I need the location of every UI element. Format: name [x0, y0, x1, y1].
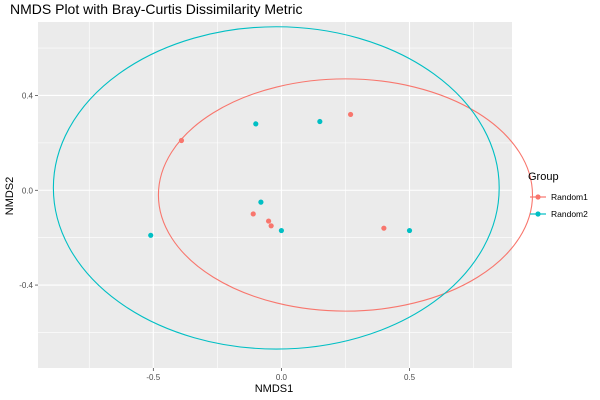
random2-confidence-ellipse [52, 26, 500, 350]
random2-point [253, 121, 259, 127]
axis-layer: -0.5 0.0 0.5 -0.4 0.0 0.4 [19, 91, 415, 382]
random1-point [381, 225, 387, 231]
random2-point [258, 199, 264, 205]
plot-background [38, 22, 512, 368]
y-axis-label: NMDS2 [4, 177, 16, 216]
grid-layer [38, 22, 512, 368]
y-tick-label: -0.4 [19, 281, 33, 290]
x-axis-label: NMDS1 [255, 383, 294, 395]
random1-point [268, 223, 274, 229]
ellipse-layer [52, 26, 534, 350]
random2-point [148, 232, 154, 238]
random1-confidence-ellipse [157, 78, 534, 312]
legend-title: Group [528, 171, 559, 183]
random2-legend-marker [535, 211, 541, 217]
legend: Group Random1 Random2 [528, 171, 588, 219]
random2-legend-label: Random2 [551, 209, 588, 219]
point-layer [148, 111, 413, 238]
random2-point [317, 118, 323, 125]
random1-point [178, 137, 185, 144]
random1-legend-marker [535, 194, 541, 200]
random1-point [347, 111, 354, 118]
y-tick-label: 0.0 [22, 186, 34, 195]
random1-point [265, 218, 272, 224]
x-tick-label: -0.5 [146, 373, 160, 382]
chart-title: NMDS Plot with Bray-Curtis Dissimilarity… [10, 1, 302, 17]
random1-point [250, 211, 256, 217]
plot-panel [38, 22, 512, 368]
random1-legend-label: Random1 [551, 192, 588, 202]
x-tick-label: 0.5 [404, 373, 416, 382]
random2-point [406, 227, 413, 234]
y-tick-label: 0.4 [22, 91, 34, 100]
x-tick-label: 0.0 [276, 373, 288, 382]
random2-point [278, 227, 285, 234]
